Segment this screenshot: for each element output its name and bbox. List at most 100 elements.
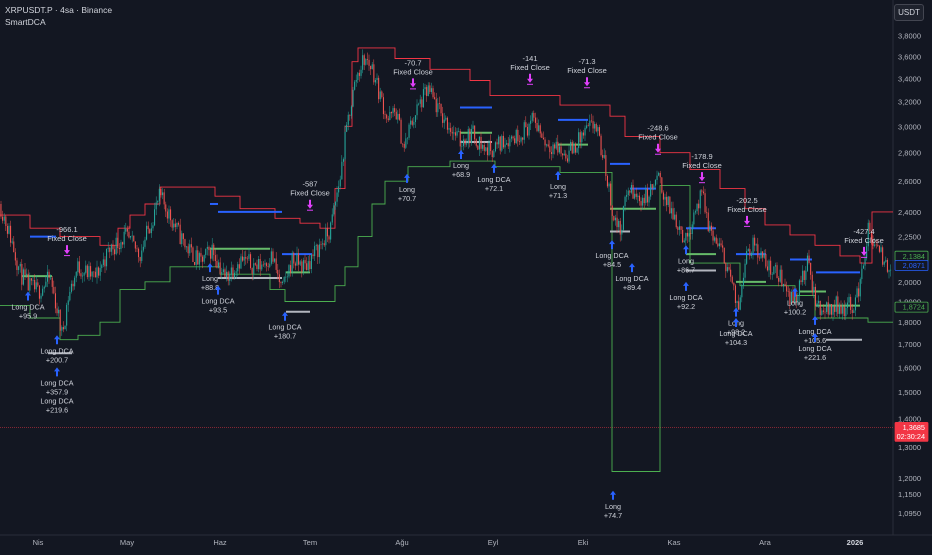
candle-body	[606, 176, 608, 187]
candle	[470, 124, 472, 146]
long-entry-marker: Long DCA+89.4	[615, 263, 649, 292]
candle-body	[82, 275, 84, 277]
long-entry-marker: Long+68.9	[452, 150, 470, 179]
candle	[856, 286, 858, 298]
candle	[278, 269, 280, 289]
candle	[221, 267, 223, 280]
candle	[325, 223, 327, 251]
symbol-title[interactable]: XRPUSDT.P · 4sa · Binance	[5, 5, 113, 15]
candle	[698, 199, 700, 216]
candle-body	[730, 269, 732, 277]
candle-body	[320, 244, 322, 245]
candle-body	[824, 311, 826, 313]
candle	[88, 261, 90, 281]
candle	[834, 299, 836, 317]
candle	[208, 245, 210, 256]
candle-body	[811, 274, 813, 293]
candle	[824, 307, 826, 319]
candle	[667, 195, 669, 208]
candle	[477, 144, 479, 151]
candle-body	[163, 192, 165, 205]
candle-body	[872, 239, 874, 246]
candle-body	[134, 241, 136, 249]
candle	[568, 145, 570, 164]
candle	[581, 131, 583, 149]
candle	[576, 147, 578, 154]
candle	[91, 271, 93, 282]
candle-body	[403, 144, 405, 148]
candle	[413, 117, 415, 129]
candle-body	[546, 144, 548, 146]
candle-body	[29, 278, 31, 291]
candle	[362, 49, 364, 74]
indicator-name[interactable]: SmartDCA	[5, 17, 46, 27]
candle	[517, 125, 519, 147]
candle	[304, 254, 306, 270]
candle-body	[622, 206, 624, 230]
candle	[570, 139, 572, 151]
candle-body	[77, 261, 79, 272]
candle	[802, 265, 804, 286]
candle	[128, 225, 130, 239]
candle	[202, 254, 204, 269]
candle-body	[326, 228, 328, 237]
candle-body	[67, 300, 69, 305]
currency-button[interactable]: USDT	[894, 4, 924, 21]
candle	[403, 141, 405, 152]
candle	[816, 300, 818, 308]
candle	[339, 175, 341, 190]
candle-body	[408, 124, 410, 138]
candle	[22, 267, 24, 286]
candle-body	[144, 239, 146, 247]
candle-body	[758, 257, 760, 259]
candle-body	[818, 300, 820, 304]
candle	[821, 307, 823, 316]
candle	[566, 154, 568, 163]
up-arrow-icon	[683, 281, 689, 291]
candle-body	[858, 288, 860, 297]
up-arrow-icon	[54, 335, 60, 345]
candle-body	[27, 273, 29, 291]
candle	[882, 245, 884, 267]
candle-body	[325, 228, 327, 246]
candle	[509, 134, 511, 153]
candle	[491, 150, 493, 162]
candle	[502, 131, 504, 149]
candle	[611, 205, 613, 221]
candle-body	[288, 265, 290, 277]
exit-label: Fixed Close	[638, 133, 678, 142]
candle	[390, 111, 392, 119]
candle	[704, 188, 706, 214]
candle	[269, 258, 271, 269]
candle	[109, 246, 111, 259]
candle-body	[738, 301, 740, 310]
candle-body	[462, 139, 464, 147]
candle-body	[485, 147, 487, 151]
candle-body	[768, 260, 770, 271]
entry-label: Long DCA	[40, 378, 73, 387]
candle-body	[850, 296, 852, 310]
candle-body	[102, 259, 104, 266]
exit-label: Fixed Close	[682, 161, 722, 170]
candle-body	[619, 220, 621, 235]
candle	[341, 155, 343, 180]
entry-label: +88.8	[201, 283, 219, 292]
long-entry-marker: Long DCA+221.6	[798, 333, 832, 362]
candle	[40, 293, 42, 303]
candle-body	[746, 251, 748, 264]
candle-body	[880, 247, 882, 252]
candle	[307, 256, 309, 273]
candle	[875, 240, 877, 249]
candle-body	[379, 91, 381, 100]
y-axis-tick-label: 1,6000	[898, 363, 921, 372]
candle-body	[195, 250, 197, 265]
candle-body	[85, 265, 87, 273]
candle-body	[725, 263, 727, 272]
candle	[768, 259, 770, 278]
candle	[283, 276, 285, 285]
candle	[578, 128, 580, 155]
candle-body	[18, 266, 20, 270]
